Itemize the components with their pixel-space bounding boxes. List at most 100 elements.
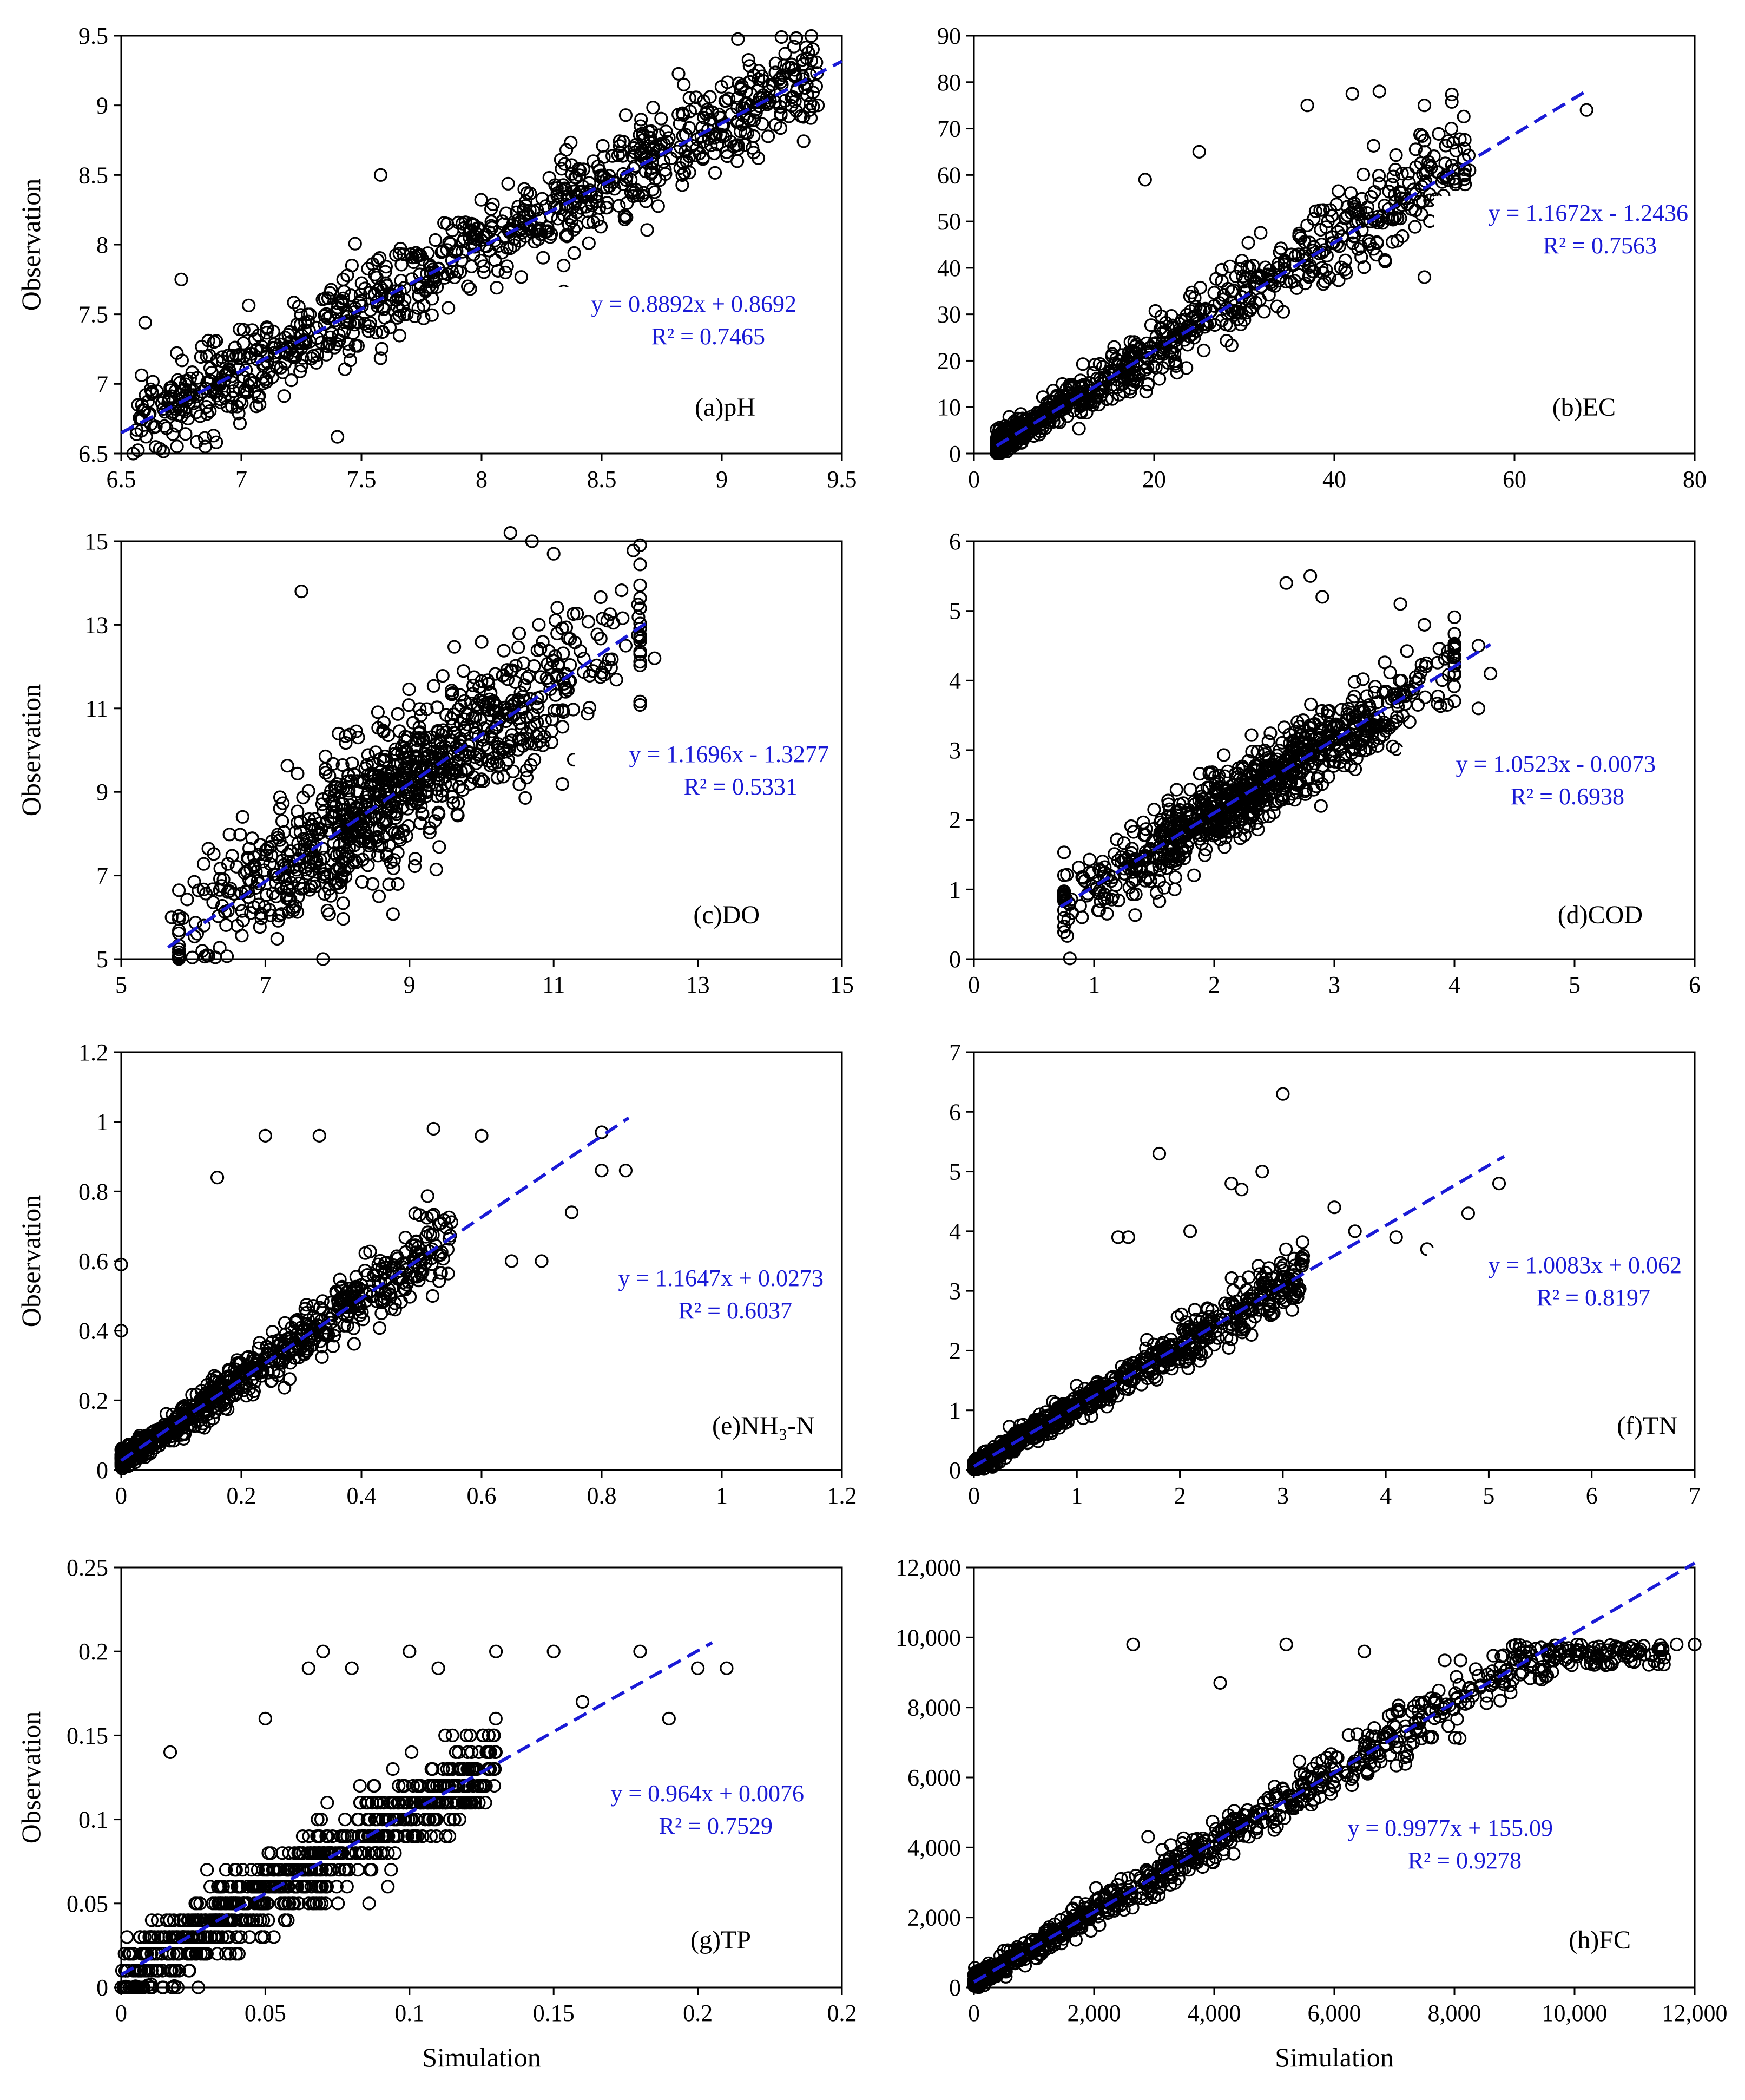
data-point [335, 797, 349, 811]
data-point [341, 337, 355, 351]
data-point [787, 40, 801, 54]
data-point [1453, 132, 1467, 146]
data-point [386, 907, 400, 921]
data-point [339, 812, 353, 826]
x-tick-label: 40 [1322, 466, 1346, 493]
data-point [336, 272, 350, 287]
data-point [432, 807, 446, 822]
data-point [366, 877, 380, 891]
data-point [360, 758, 374, 772]
data-point [545, 724, 559, 738]
data-point [196, 857, 211, 871]
data-point [335, 868, 349, 882]
data-point [1208, 318, 1222, 332]
y-tick-label: 70 [937, 116, 961, 142]
data-point [1304, 697, 1318, 712]
data-point [237, 349, 251, 364]
data-point [1383, 665, 1397, 680]
data-point [1313, 203, 1327, 217]
data-point [436, 750, 450, 765]
data-point [1300, 99, 1314, 113]
data-point [1314, 799, 1328, 813]
data-point [378, 311, 392, 325]
data-point [555, 621, 569, 635]
data-point [1393, 673, 1407, 688]
y-tick-label: 80 [937, 69, 961, 96]
data-point [221, 857, 235, 871]
data-point [1312, 712, 1326, 727]
data-point [1360, 206, 1374, 220]
data-point [620, 196, 634, 210]
data-point [1385, 178, 1399, 192]
data-point [486, 696, 501, 710]
data-point [1447, 694, 1461, 708]
y-tick-label: 9 [96, 779, 108, 805]
data-point [526, 708, 541, 723]
data-point [558, 685, 572, 699]
data-point [1271, 261, 1285, 275]
data-point [1309, 779, 1323, 793]
data-point [761, 129, 775, 143]
data-point [523, 204, 537, 218]
data-point [485, 221, 499, 235]
y-axis-title: Observation [16, 684, 46, 816]
data-point [253, 920, 267, 934]
data-point [755, 117, 769, 131]
data-point [484, 202, 498, 216]
data-point [633, 698, 647, 712]
data-point [633, 616, 647, 631]
data-point [491, 264, 505, 278]
data-point [1003, 441, 1017, 455]
x-tick-label: 11 [542, 972, 565, 998]
data-point [269, 889, 283, 904]
data-point [254, 911, 268, 926]
data-point [238, 866, 252, 880]
data-point [991, 446, 1005, 460]
x-tick-label: 1 [1071, 1482, 1083, 1509]
data-point [430, 700, 444, 714]
data-point [414, 799, 428, 813]
data-point [255, 339, 269, 353]
data-point [548, 613, 563, 627]
data-point [425, 308, 439, 322]
data-point [348, 237, 362, 251]
y-tick-label: 1.2 [78, 1039, 108, 1066]
data-point [313, 852, 327, 867]
data-point [804, 111, 818, 125]
data-point [721, 91, 736, 106]
data-point [460, 717, 475, 732]
data-point [302, 883, 317, 897]
data-point [260, 320, 274, 334]
r-squared: R² = 0.6037 [679, 1297, 792, 1324]
data-point [696, 150, 710, 165]
data-point [1445, 95, 1459, 109]
data-point [187, 875, 201, 889]
data-point [532, 618, 546, 632]
data-point [288, 869, 303, 883]
data-point [196, 882, 210, 897]
data-point [566, 703, 581, 717]
data-point [550, 601, 564, 615]
data-point [1315, 590, 1329, 604]
regression-line [167, 618, 652, 949]
data-point [1138, 874, 1153, 888]
x-tick-label: 3 [1328, 972, 1340, 998]
data-point [671, 108, 686, 122]
x-tick-label: 0.2 [227, 1482, 256, 1509]
data-point [560, 229, 574, 244]
data-point [398, 1231, 412, 1245]
data-point [535, 1254, 549, 1268]
data-point [633, 578, 647, 592]
data-point [158, 405, 172, 419]
data-point [703, 113, 717, 127]
data-point [253, 838, 267, 852]
data-point [392, 329, 407, 343]
data-point [480, 673, 495, 687]
data-point [341, 821, 355, 836]
data-point [336, 781, 351, 795]
data-point [564, 135, 578, 149]
data-point [361, 858, 375, 872]
data-point [476, 739, 491, 753]
data-point [366, 769, 380, 783]
data-point [511, 640, 525, 654]
